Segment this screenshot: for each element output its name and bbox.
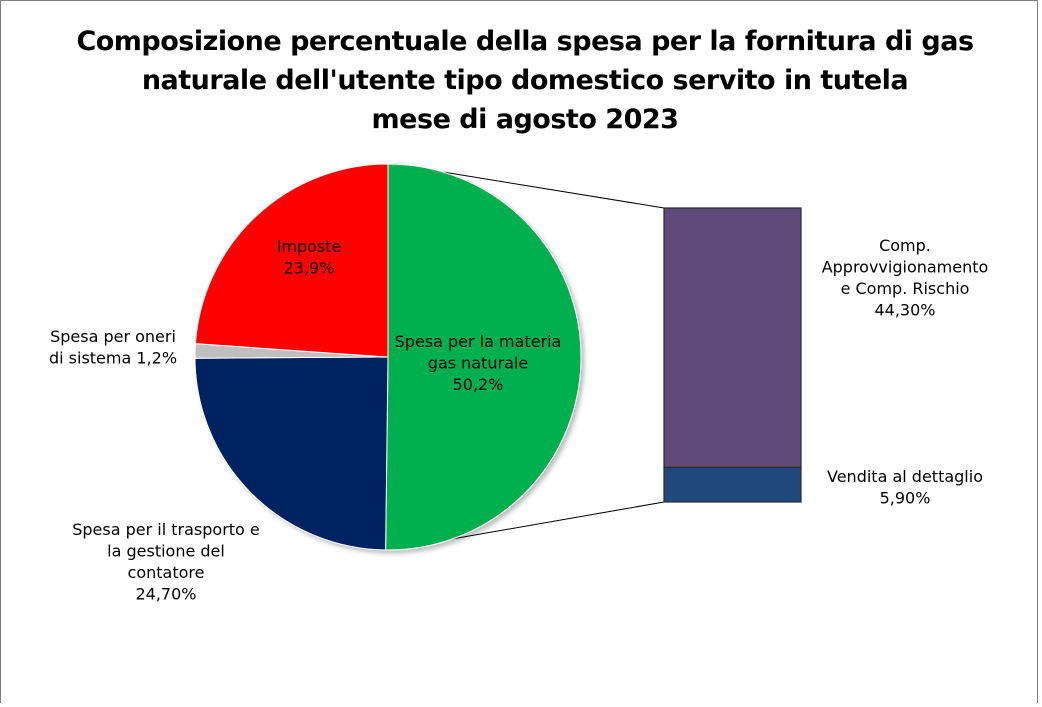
pie-slice-label-1: Spesa per il trasporto e la gestione del c… [72,520,260,604]
pie-slice-label-3: Imposte 23,9% [277,237,342,278]
chart-title: Composizione percentuale della spesa per… [60,22,990,139]
pie-slice-1 [194,356,389,551]
pie-slice-label-0: Spesa per la materia gas naturale 50,2% [395,332,562,394]
chart-title-line-3: mese di agosto 2023 [371,104,679,135]
bar-segment-0 [663,207,802,469]
bar-segment-1 [663,466,802,503]
bar-segment-label-1: Vendita al dettaglio 5,90% [827,467,983,508]
bar-segment-label-0: Comp. Approvvigionamento e Comp. Rischio 44… [822,236,989,320]
chart-title-line-1: Composizione percentuale della spesa per… [76,26,974,57]
pie-slice-3 [194,163,389,358]
chart-title-line-2: naturale dell'utente tipo domestico serv… [141,65,909,96]
pie-slice-0 [385,163,582,551]
pie-slice-label-2: Spesa per oneri di sistema 1,2% [49,327,177,368]
